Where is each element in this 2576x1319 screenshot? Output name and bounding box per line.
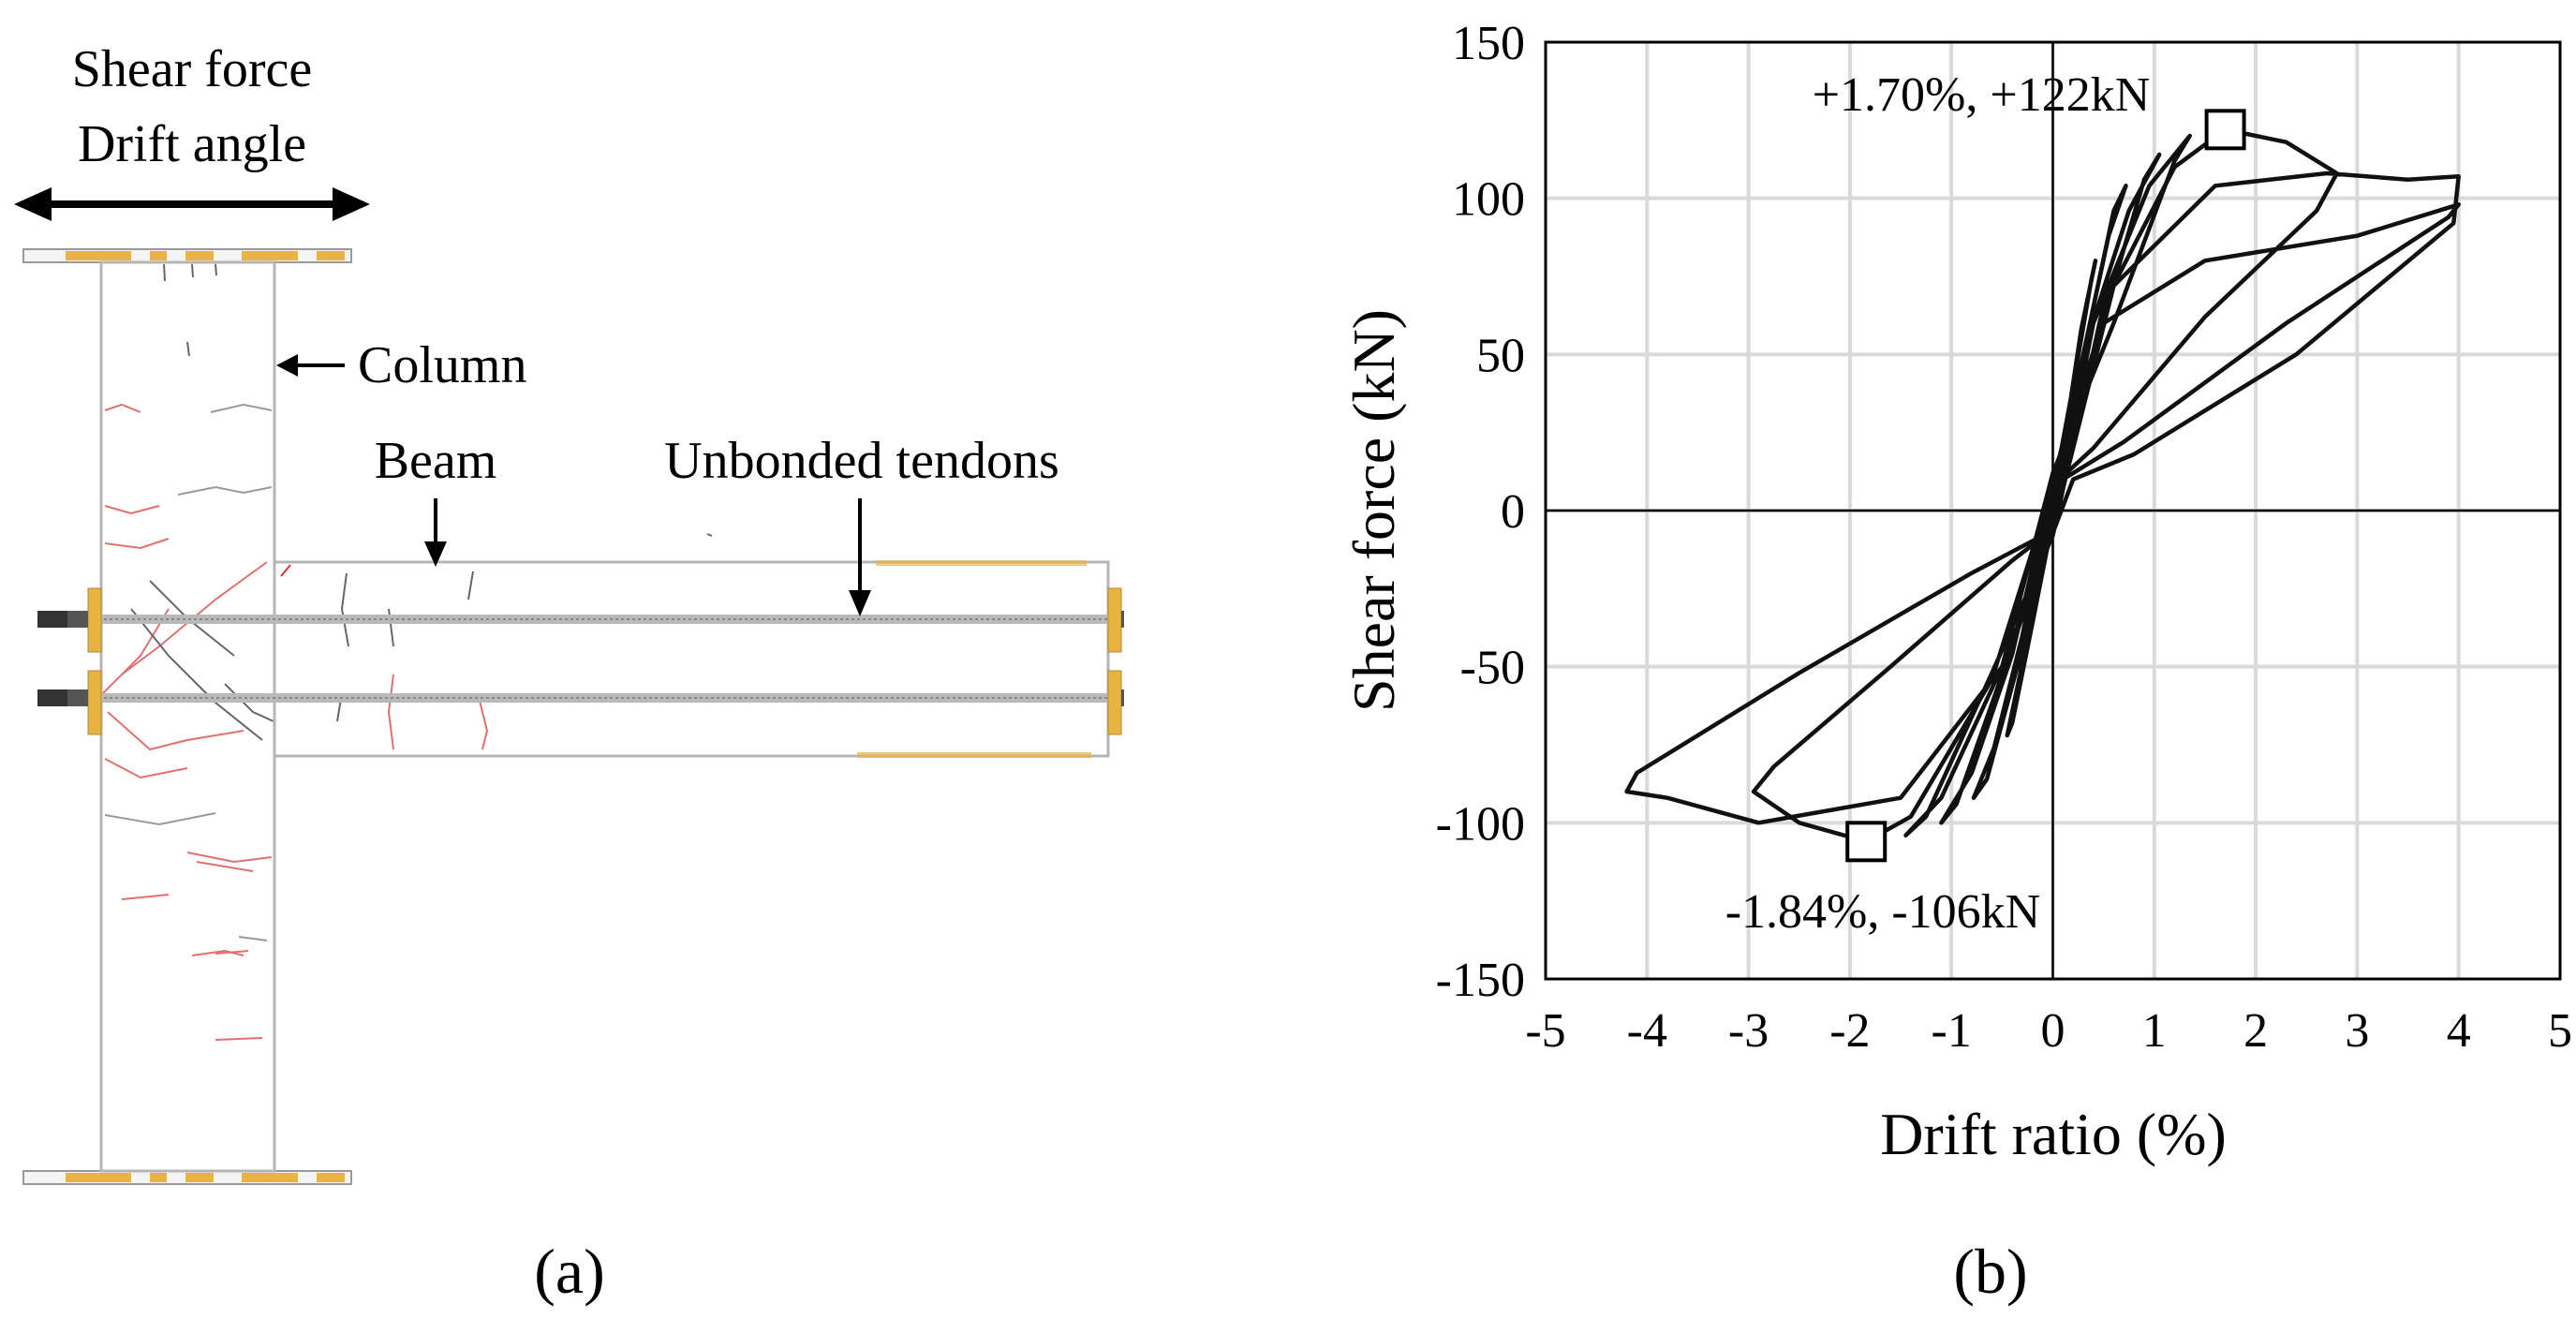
y-axis-label: Shear force (kN) (1340, 309, 1407, 712)
peak-annotation: -1.84%, -106kN (1725, 885, 2041, 939)
unbonded-tendons-label: Unbonded tendons (664, 432, 1059, 490)
load-direction-arrow (14, 187, 370, 221)
x-tick-label: -1 (1932, 1004, 1972, 1058)
x-tick-label: 0 (2041, 1004, 2065, 1058)
beam-label: Beam (375, 432, 497, 490)
beam-pointer-arrow (424, 498, 447, 567)
x-tick-label: 3 (2345, 1004, 2369, 1058)
series-line-hysteresis (1624, 127, 2461, 844)
column-pointer-arrow (276, 354, 345, 377)
bottom-loading-plate (22, 1170, 352, 1185)
column-label: Column (358, 336, 526, 394)
series-layer (1624, 127, 2461, 844)
x-tick-label: -5 (1525, 1004, 1565, 1058)
x-tick-label: -2 (1829, 1004, 1870, 1058)
y-tick-label: 150 (1452, 17, 1525, 70)
panel-b-label: (b) (1953, 1236, 2027, 1307)
y-tick-label: 0 (1501, 485, 1525, 539)
y-tick-labels: 150 100 50 0 -50 -100 -150 (1436, 17, 1525, 1007)
y-tick-label: -100 (1436, 797, 1525, 851)
x-tick-label: -4 (1627, 1004, 1667, 1058)
beam-bottom-bearing-strip (857, 752, 1091, 758)
peak-annotation: +1.70%, +122kN (1813, 68, 2151, 122)
x-axis-label: Drift ratio (%) (1880, 1101, 2227, 1167)
unbonded-tendon-upper (42, 615, 1124, 624)
y-tick-label: 50 (1476, 329, 1525, 382)
y-tick-label: 100 (1452, 173, 1525, 227)
annotations: +1.70%, +122kN -1.84%, -106kN (1725, 68, 2151, 939)
plot-frame (1544, 40, 2562, 981)
x-tick-label: 4 (2447, 1004, 2471, 1058)
y-tick-label: -50 (1460, 642, 1525, 695)
x-tick-label: -3 (1728, 1004, 1769, 1058)
beam-top-bearing-strip (876, 560, 1087, 566)
right-anchorages (1107, 587, 1124, 735)
top-loading-plate (22, 248, 352, 263)
x-tick-label: 1 (2142, 1004, 2167, 1058)
y-tick-label: -150 (1436, 954, 1525, 1007)
unbonded-tendon-lower (42, 693, 1124, 703)
x-tick-labels: -5 -4 -3 -2 -1 0 1 2 3 4 5 (1525, 1004, 2572, 1058)
x-tick-label: 2 (2243, 1004, 2268, 1058)
panel-a-label: (a) (534, 1236, 604, 1307)
peak-markers (1845, 109, 2246, 863)
peak-marker (2204, 109, 2246, 151)
peak-marker (1845, 821, 1888, 863)
shear-force-label: Shear force (72, 40, 313, 98)
drift-angle-label: Drift angle (78, 115, 306, 173)
beam (273, 560, 1110, 758)
x-tick-label: 5 (2548, 1004, 2572, 1058)
tendons-pointer-arrow (849, 498, 871, 616)
left-anchorages (37, 587, 102, 735)
specimen-diagram: Shear force Drift angle (14, 40, 1124, 1307)
